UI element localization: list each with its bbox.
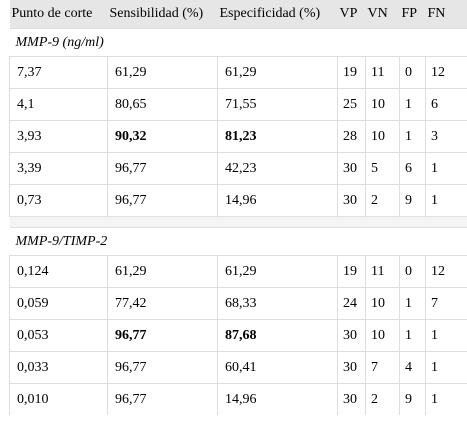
fp-cell: 4 <box>399 351 426 384</box>
section-title: MMP-9 (ng/ml) <box>9 28 467 57</box>
vp-cell: 30 <box>337 351 366 384</box>
fn-cell: 12 <box>425 255 467 288</box>
fn-cell: 6 <box>425 88 467 121</box>
section-title: MMP-9/TIMP-2 <box>9 227 467 256</box>
vn-cell: 7 <box>365 351 400 384</box>
fn-cell: 1 <box>425 351 467 384</box>
fn-cell: 1 <box>425 152 467 185</box>
fp-cell: 6 <box>399 152 426 185</box>
cutoff-cell: 0,053 <box>9 319 108 352</box>
table-row: 4,1 80,65 71,55 25 10 1 6 <box>9 88 467 121</box>
specificity-cell: 61,29 <box>217 255 338 288</box>
vp-cell: 30 <box>337 184 366 217</box>
cutoff-cell: 0,73 <box>9 184 108 217</box>
fn-cell: 7 <box>425 287 467 320</box>
specificity-cell: 14,96 <box>217 184 338 217</box>
col-header-vn: VN <box>365 0 400 29</box>
specificity-cell: 81,23 <box>217 120 338 153</box>
vn-cell: 10 <box>365 319 400 352</box>
vn-cell: 11 <box>365 56 400 89</box>
vp-cell: 24 <box>337 287 366 320</box>
fn-cell: 1 <box>425 184 467 217</box>
fp-cell: 1 <box>399 88 426 121</box>
vn-cell: 10 <box>365 120 400 153</box>
table-row: 3,93 90,32 81,23 28 10 1 3 <box>9 120 467 153</box>
fn-cell: 1 <box>425 383 467 415</box>
sensitivity-cell: 90,32 <box>107 120 218 153</box>
sensitivity-cell: 61,29 <box>107 255 218 288</box>
table-row: 7,37 61,29 61,29 19 11 0 12 <box>9 56 467 89</box>
fn-cell: 3 <box>425 120 467 153</box>
vn-cell: 2 <box>365 383 400 415</box>
cutoff-cell: 4,1 <box>9 88 108 121</box>
sensitivity-cell: 80,65 <box>107 88 218 121</box>
table-row: 0,010 96,77 14,96 30 2 9 1 <box>9 383 467 415</box>
fp-cell: 1 <box>399 120 426 153</box>
cutoff-cell: 3,93 <box>9 120 108 153</box>
col-header-vp: VP <box>337 0 366 29</box>
table-row: 0,053 96,77 87,68 30 10 1 1 <box>9 319 467 352</box>
section-spacer-cell <box>9 216 467 228</box>
sensitivity-cell: 96,77 <box>107 152 218 185</box>
sensitivity-cell: 77,42 <box>107 287 218 320</box>
table-row: 0,124 61,29 61,29 19 11 0 12 <box>9 255 467 288</box>
vp-cell: 30 <box>337 152 366 185</box>
specificity-cell: 42,23 <box>217 152 338 185</box>
table-row: 0,73 96,77 14,96 30 2 9 1 <box>9 184 467 217</box>
fp-cell: 1 <box>399 319 426 352</box>
col-header-cut: Punto de corte <box>9 0 108 29</box>
sensitivity-cell: 61,29 <box>107 56 218 89</box>
fp-cell: 1 <box>399 287 426 320</box>
cutoff-cell: 3,39 <box>9 152 108 185</box>
col-header-fn: FN <box>425 0 467 29</box>
specificity-cell: 87,68 <box>217 319 338 352</box>
specificity-cell: 14,96 <box>217 383 338 415</box>
vp-cell: 19 <box>337 56 366 89</box>
fp-cell: 0 <box>399 255 426 288</box>
table-row: 0,033 96,77 60,41 30 7 4 1 <box>9 351 467 384</box>
specificity-cell: 60,41 <box>217 351 338 384</box>
table-row: 3,39 96,77 42,23 30 5 6 1 <box>9 152 467 185</box>
section-title-row: MMP-9 (ng/ml) <box>9 28 467 57</box>
header-row: Punto de corte Sensibilidad (%) Especifi… <box>9 0 467 29</box>
fn-cell: 12 <box>425 56 467 89</box>
section-spacer <box>9 216 467 228</box>
sensitivity-cell: 96,77 <box>107 383 218 415</box>
col-header-sensitivity: Sensibilidad (%) <box>107 0 218 29</box>
vn-cell: 5 <box>365 152 400 185</box>
specificity-cell: 71,55 <box>217 88 338 121</box>
specificity-cell: 68,33 <box>217 287 338 320</box>
vn-cell: 10 <box>365 88 400 121</box>
vp-cell: 28 <box>337 120 366 153</box>
sensitivity-cell: 96,77 <box>107 351 218 384</box>
vn-cell: 2 <box>365 184 400 217</box>
cutoff-cell: 0,059 <box>9 287 108 320</box>
vn-cell: 10 <box>365 287 400 320</box>
fp-cell: 9 <box>399 383 426 415</box>
fp-cell: 9 <box>399 184 426 217</box>
vp-cell: 25 <box>337 88 366 121</box>
table-row: 0,059 77,42 68,33 24 10 1 7 <box>9 287 467 320</box>
cutoff-cell: 0,124 <box>9 255 108 288</box>
vn-cell: 11 <box>365 255 400 288</box>
fp-cell: 0 <box>399 56 426 89</box>
cutoff-cell: 0,033 <box>9 351 108 384</box>
section-title-row: MMP-9/TIMP-2 <box>9 227 467 256</box>
vp-cell: 19 <box>337 255 366 288</box>
cutoff-cell: 0,010 <box>9 383 108 415</box>
fn-cell: 1 <box>425 319 467 352</box>
cutoff-table: Punto de corte Sensibilidad (%) Especifi… <box>9 0 467 415</box>
col-header-specificity: Especificidad (%) <box>217 0 338 29</box>
specificity-cell: 61,29 <box>217 56 338 89</box>
cutoff-cell: 7,37 <box>9 56 108 89</box>
sensitivity-cell: 96,77 <box>107 184 218 217</box>
sensitivity-cell: 96,77 <box>107 319 218 352</box>
vp-cell: 30 <box>337 319 366 352</box>
col-header-fp: FP <box>399 0 426 29</box>
vp-cell: 30 <box>337 383 366 415</box>
